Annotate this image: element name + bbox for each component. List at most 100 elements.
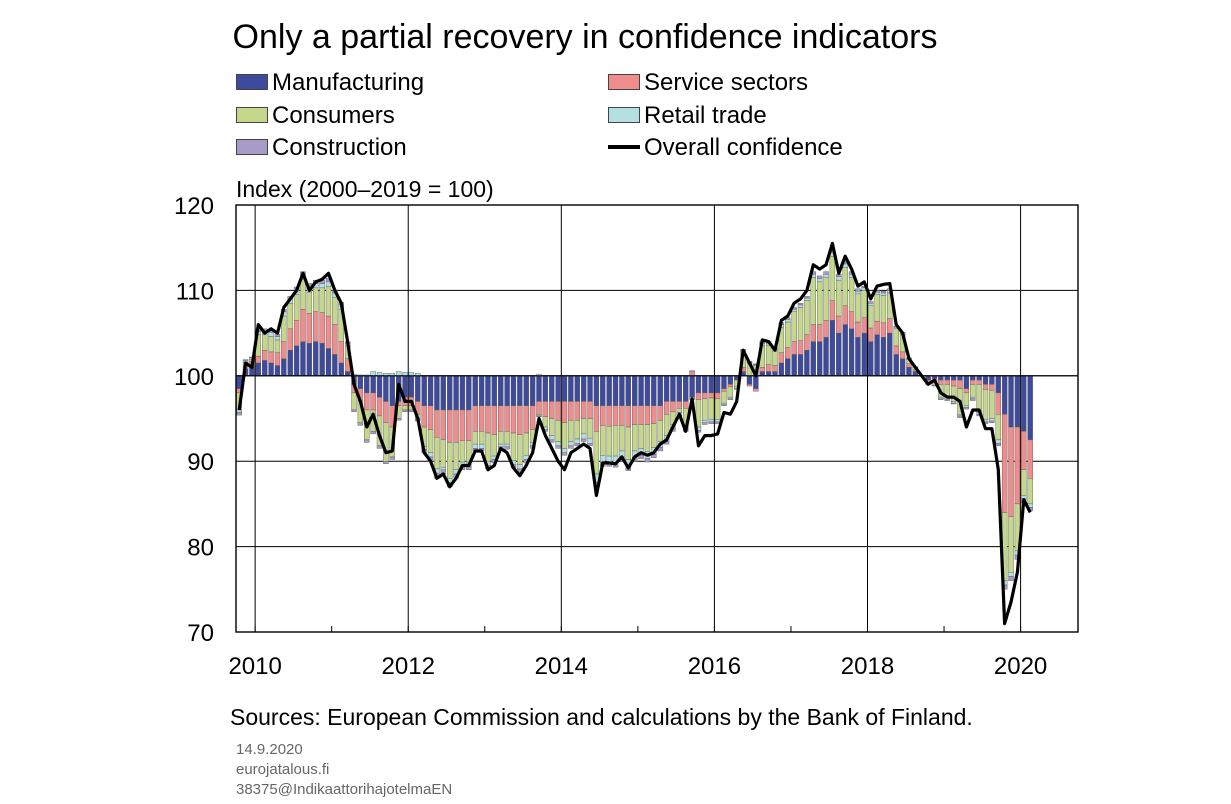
bar-construction-89 — [804, 296, 810, 299]
bar-manufacturing-62 — [631, 375, 638, 406]
bar-consumers-96 — [848, 277, 855, 312]
bar-service-sectors-105 — [906, 363, 912, 368]
bar-consumers-103 — [893, 328, 899, 347]
bar-service-sectors-71 — [689, 371, 695, 376]
bar-consumers-62 — [631, 424, 638, 452]
bar-retail-trade-51 — [561, 448, 568, 453]
bar-manufacturing-80 — [746, 375, 753, 385]
bar-retail-trade-6 — [274, 336, 281, 341]
bar-consumers-47 — [536, 414, 542, 417]
y-tick-labels: 70 80 90 100 110 120 — [174, 193, 214, 647]
bar-service-sectors-10 — [300, 308, 306, 342]
bar-service-sectors-32 — [440, 409, 446, 441]
bar-manufacturing-72 — [695, 375, 702, 394]
bar-consumers-84 — [772, 350, 778, 366]
meta-code: 38375@IndikaattorihajotelmaEN — [236, 781, 453, 798]
bar-service-sectors-91 — [816, 324, 823, 342]
bar-service-sectors-74 — [708, 392, 714, 399]
bar-manufacturing-55 — [587, 375, 593, 402]
bar-construction-1 — [242, 359, 249, 361]
bar-manufacturing-15 — [332, 354, 338, 377]
bar-retail-trade-14 — [325, 281, 332, 287]
bar-service-sectors-88 — [797, 340, 804, 355]
bar-service-sectors-110 — [938, 379, 944, 385]
bar-service-sectors-52 — [568, 401, 574, 421]
bar-service-sectors-36 — [466, 409, 472, 441]
bar-manufacturing-7 — [281, 358, 287, 377]
bar-service-sectors-80 — [746, 384, 753, 387]
bar-service-sectors-48 — [542, 401, 549, 417]
meta-date: 14.9.2020 — [236, 741, 303, 758]
bar-service-sectors-41 — [498, 405, 504, 432]
bar-manufacturing-104 — [899, 358, 906, 377]
bar-construction-77 — [727, 398, 734, 400]
bar-consumers-124 — [1027, 478, 1033, 505]
bar-service-sectors-63 — [638, 405, 644, 425]
y-tick-label-110: 110 — [176, 278, 214, 305]
bar-manufacturing-112 — [950, 375, 957, 381]
legend-service-sectors: Service sectors — [608, 68, 808, 98]
legend-swatch-service-sectors — [608, 73, 640, 90]
bar-construction-114 — [963, 407, 970, 410]
bar-construction-99 — [868, 301, 874, 304]
bar-manufacturing-74 — [708, 375, 714, 394]
bar-consumers-67 — [663, 414, 670, 436]
bar-retail-trade-41 — [498, 443, 504, 447]
bar-manufacturing-57 — [600, 375, 606, 406]
bar-consumers-32 — [440, 439, 446, 468]
bar-service-sectors-76 — [721, 388, 727, 392]
bar-retail-trade-0 — [236, 409, 242, 413]
x-tick-label-2014: 2014 — [535, 653, 588, 680]
bar-service-sectors-94 — [836, 315, 842, 334]
bar-service-sectors-53 — [574, 401, 580, 421]
bar-service-sectors-115 — [970, 379, 976, 385]
bar-consumers-58 — [606, 425, 612, 457]
bar-manufacturing-90 — [810, 341, 816, 377]
bar-construction-0 — [236, 412, 242, 416]
bar-consumers-14 — [325, 285, 332, 317]
chart-title: Only a partial recovery in confidence in… — [232, 18, 938, 56]
bar-consumers-64 — [644, 424, 651, 453]
bar-manufacturing-20 — [364, 375, 370, 394]
bar-manufacturing-42 — [504, 375, 510, 406]
bar-service-sectors-37 — [472, 405, 478, 432]
bar-construction-119 — [995, 443, 1001, 447]
bar-consumers-91 — [816, 281, 823, 325]
bar-manufacturing-121 — [1008, 375, 1014, 428]
y-tick-label-100: 100 — [174, 364, 214, 391]
bar-manufacturing-29 — [421, 375, 427, 406]
bar-manufacturing-73 — [702, 375, 708, 394]
bar-retail-trade-110 — [938, 396, 944, 400]
bar-service-sectors-117 — [982, 384, 989, 390]
bar-service-sectors-49 — [549, 401, 555, 419]
bar-retail-trade-114 — [963, 405, 970, 408]
bar-service-sectors-11 — [306, 313, 313, 344]
bar-retail-trade-42 — [504, 443, 510, 447]
bar-manufacturing-3 — [255, 362, 262, 376]
bar-service-sectors-118 — [989, 384, 995, 391]
bar-service-sectors-5 — [268, 351, 274, 364]
bar-manufacturing-49 — [549, 375, 555, 402]
bar-manufacturing-69 — [676, 375, 683, 402]
bar-service-sectors-102 — [887, 318, 893, 334]
bar-construction-20 — [364, 439, 370, 443]
bar-manufacturing-41 — [498, 375, 504, 406]
bar-consumers-115 — [970, 384, 976, 398]
bar-manufacturing-16 — [338, 362, 344, 376]
bar-service-sectors-51 — [561, 401, 568, 423]
legend-swatch-retail-trade — [608, 106, 640, 123]
bar-service-sectors-120 — [1001, 414, 1008, 513]
bar-manufacturing-54 — [580, 375, 587, 402]
bar-service-sectors-92 — [823, 320, 829, 338]
bar-construction-74 — [708, 421, 714, 424]
legend-manufacturing: Manufacturing — [236, 68, 424, 98]
bar-consumers-75 — [714, 398, 721, 420]
bar-manufacturing-28 — [415, 375, 421, 402]
bar-construction-26 — [402, 409, 408, 412]
bar-manufacturing-14 — [325, 348, 332, 376]
bar-construction-91 — [816, 275, 823, 279]
bar-service-sectors-97 — [855, 321, 861, 338]
bar-service-sectors-72 — [695, 392, 702, 400]
bar-service-sectors-29 — [421, 405, 427, 428]
bar-construction-51 — [561, 452, 568, 456]
